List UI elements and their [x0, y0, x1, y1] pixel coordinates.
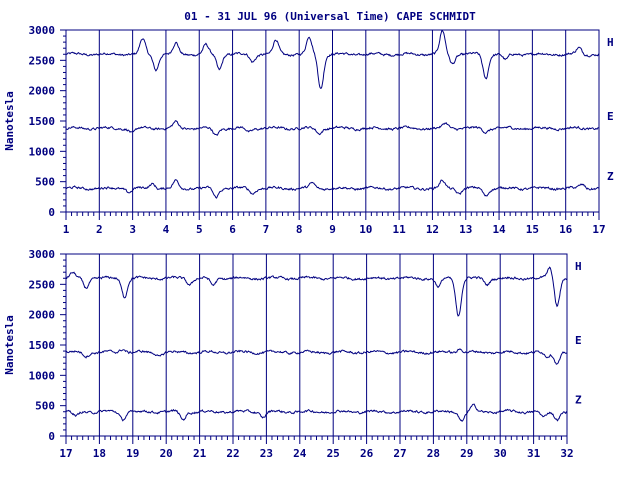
- x-tick-label: 22: [226, 447, 239, 460]
- y-tick-label: 2000: [29, 85, 56, 98]
- x-tick-label: 15: [526, 223, 539, 236]
- x-tick-label: 29: [460, 447, 473, 460]
- x-tick-label: 31: [527, 447, 541, 460]
- x-tick-label: 25: [327, 447, 340, 460]
- y-tick-label: 0: [48, 430, 55, 443]
- x-tick-label: 32: [560, 447, 573, 460]
- series-line-e: [65, 120, 600, 137]
- x-tick-label: 24: [293, 447, 307, 460]
- x-tick-label: 4: [163, 223, 170, 236]
- plot-frame: [65, 253, 568, 437]
- x-tick-label: 18: [93, 447, 106, 460]
- x-tick-label: 11: [393, 223, 407, 236]
- series-label-z: Z: [575, 394, 582, 407]
- chart-title: 01 - 31 JUL 96 (Universal Time) CAPE SCH…: [184, 10, 476, 23]
- series-label-h: H: [607, 36, 614, 49]
- y-tick-label: 3000: [29, 24, 56, 37]
- y-axis-label: Nanotesla: [3, 91, 16, 151]
- series-label-h: H: [575, 260, 582, 273]
- x-tick-label: 19: [126, 447, 139, 460]
- x-tick-label: 2: [96, 223, 103, 236]
- x-tick-label: 5: [196, 223, 203, 236]
- x-tick-label: 14: [492, 223, 506, 236]
- y-tick-label: 3000: [29, 248, 56, 261]
- y-tick-label: 1000: [29, 145, 56, 158]
- x-tick-label: 13: [459, 223, 472, 236]
- series-line-e: [65, 348, 568, 365]
- x-tick-label: 10: [359, 223, 372, 236]
- x-tick-label: 8: [296, 223, 303, 236]
- y-tick-label: 1500: [29, 115, 56, 128]
- x-tick-label: 1: [63, 223, 70, 236]
- series-label-e: E: [607, 110, 614, 123]
- series-line-h: [66, 266, 568, 317]
- y-tick-label: 0: [48, 206, 55, 219]
- x-tick-label: 21: [193, 447, 207, 460]
- x-tick-label: 3: [129, 223, 136, 236]
- x-tick-label: 12: [426, 223, 439, 236]
- x-tick-label: 9: [329, 223, 336, 236]
- y-tick-label: 2500: [29, 54, 56, 67]
- x-tick-label: 23: [260, 447, 273, 460]
- x-tick-label: 16: [559, 223, 573, 236]
- series-label-z: Z: [607, 170, 614, 183]
- x-tick-label: 17: [592, 223, 605, 236]
- y-tick-label: 500: [35, 176, 55, 189]
- y-tick-label: 2000: [29, 309, 56, 322]
- series-label-e: E: [575, 334, 582, 347]
- y-tick-label: 500: [35, 400, 55, 413]
- x-tick-label: 26: [360, 447, 374, 460]
- y-tick-label: 2500: [29, 278, 56, 291]
- x-tick-label: 7: [263, 223, 270, 236]
- x-tick-label: 6: [229, 223, 236, 236]
- x-tick-label: 20: [160, 447, 173, 460]
- y-tick-label: 1500: [29, 339, 56, 352]
- x-tick-label: 27: [393, 447, 406, 460]
- series-line-h: [65, 30, 600, 89]
- x-tick-label: 28: [427, 447, 440, 460]
- series-line-z: [65, 403, 568, 422]
- x-tick-label: 30: [494, 447, 507, 460]
- series-line-z: [65, 179, 600, 199]
- x-tick-label: 17: [59, 447, 72, 460]
- y-axis-label: Nanotesla: [3, 315, 16, 375]
- y-tick-label: 1000: [29, 369, 56, 382]
